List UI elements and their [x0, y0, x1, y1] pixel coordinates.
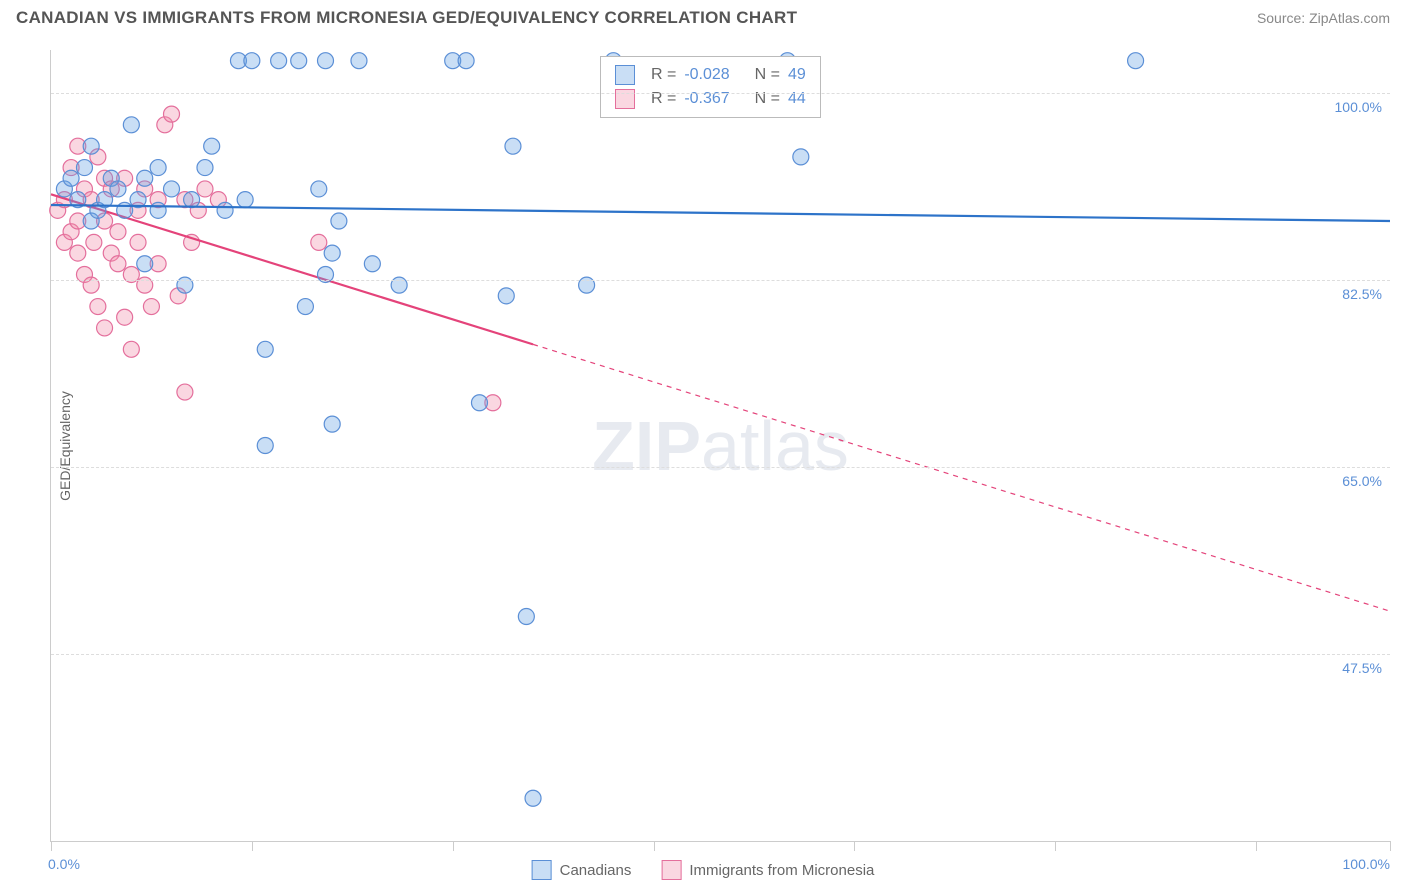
legend-label-blue: Canadians [560, 862, 632, 879]
legend-item-pink: Immigrants from Micronesia [661, 860, 874, 880]
gridline [51, 280, 1390, 281]
x-tick [654, 841, 655, 851]
x-tick [1055, 841, 1056, 851]
n-value-blue: 49 [788, 66, 806, 84]
y-tick-label: 47.5% [1342, 660, 1382, 676]
x-tick [1390, 841, 1391, 851]
y-tick-label: 100.0% [1335, 99, 1382, 115]
swatch-pink-2 [661, 860, 681, 880]
x-tick [1256, 841, 1257, 851]
chart-svg [51, 50, 1390, 841]
r-label: R = [651, 66, 676, 84]
y-tick-label: 65.0% [1342, 473, 1382, 489]
r-value-blue: -0.028 [684, 66, 729, 84]
x-tick-max: 100.0% [1343, 856, 1390, 872]
gridline [51, 93, 1390, 94]
gridline [51, 467, 1390, 468]
x-tick [453, 841, 454, 851]
swatch-blue [615, 65, 635, 85]
legend-label-pink: Immigrants from Micronesia [689, 862, 874, 879]
x-tick-min: 0.0% [48, 856, 80, 872]
stats-row-blue: R = -0.028 N = 49 [615, 63, 806, 87]
stats-legend: R = -0.028 N = 49 R = -0.367 N = 44 [600, 56, 821, 118]
plot-area: ZIPatlas R = -0.028 N = 49 R = -0.367 N … [50, 50, 1390, 842]
n-label: N = [746, 66, 780, 84]
gridline [51, 654, 1390, 655]
watermark: ZIPatlas [592, 406, 849, 486]
swatch-blue-2 [532, 860, 552, 880]
chart-title: CANADIAN VS IMMIGRANTS FROM MICRONESIA G… [16, 8, 797, 28]
source-label: Source: ZipAtlas.com [1257, 10, 1390, 26]
y-tick-label: 82.5% [1342, 286, 1382, 302]
bottom-legend: Canadians Immigrants from Micronesia [532, 860, 875, 880]
x-tick [854, 841, 855, 851]
x-tick [51, 841, 52, 851]
stats-row-pink: R = -0.367 N = 44 [615, 87, 806, 111]
x-tick [252, 841, 253, 851]
legend-item-blue: Canadians [532, 860, 632, 880]
